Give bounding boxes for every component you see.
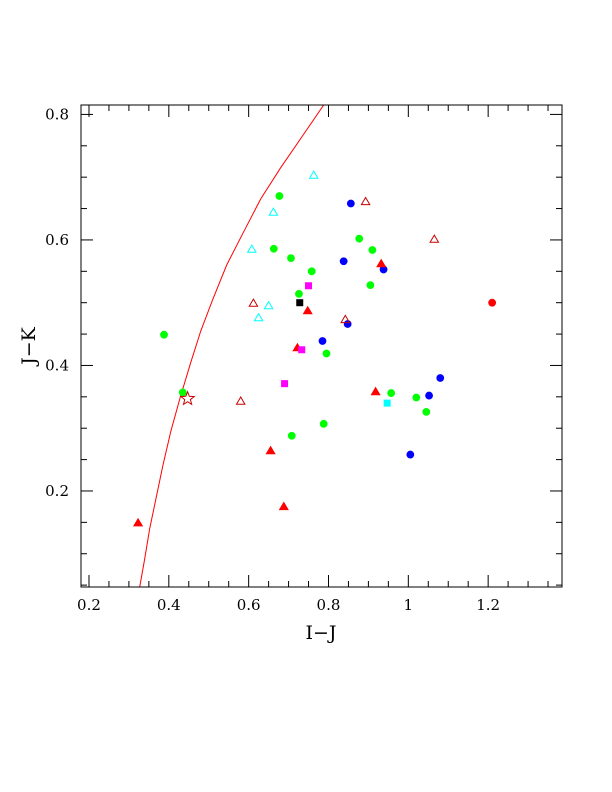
data-point-triangle <box>340 314 351 324</box>
data-point-triangle <box>246 244 257 253</box>
x-tick-label: 0.2 <box>77 596 101 614</box>
model-curve <box>139 105 325 587</box>
data-point-circle <box>425 391 433 400</box>
data-point-circle <box>322 349 331 358</box>
data-point-triangle <box>265 445 276 455</box>
data-point-circle <box>339 257 348 266</box>
data-point-triangle <box>263 300 274 310</box>
data-point-triangle <box>248 298 259 307</box>
plot-frame <box>80 104 563 588</box>
data-point-circle <box>488 298 497 307</box>
data-point-circle <box>346 199 355 208</box>
x-tick-label: 0.8 <box>317 596 341 614</box>
data-point-circle <box>275 192 284 200</box>
data-point-triangle <box>278 501 289 511</box>
data-point-circle <box>412 393 421 402</box>
data-point-triangle <box>235 396 246 405</box>
data-point-circle <box>368 246 377 254</box>
data-point-triangle <box>302 305 313 315</box>
data-point-circle <box>287 254 295 263</box>
data-point-star <box>179 390 196 406</box>
data-point-circle <box>178 388 187 397</box>
data-point-triangle <box>308 170 319 179</box>
data-point-circle <box>287 431 296 440</box>
data-point-circle <box>318 337 327 345</box>
data-point-square <box>305 282 313 290</box>
data-point-triangle <box>376 258 387 268</box>
data-point-circle <box>307 267 316 276</box>
data-point-triangle <box>360 196 371 206</box>
data-point-triangle <box>370 386 381 396</box>
x-tick-label: 0.4 <box>157 596 181 614</box>
data-point-square <box>296 299 304 307</box>
x-axis-title: I−J <box>305 622 336 644</box>
x-tick-label: 0.6 <box>237 596 261 614</box>
data-point-triangle <box>133 517 144 527</box>
data-point-triangle <box>253 312 264 322</box>
data-point-square <box>298 346 306 354</box>
data-point-circle <box>355 234 364 243</box>
y-tick-label: 0.2 <box>45 482 69 500</box>
y-axis-title: J−K <box>18 326 40 367</box>
y-tick-label: 0.4 <box>45 356 69 374</box>
data-point-circle <box>319 419 328 428</box>
data-point-circle <box>269 244 278 253</box>
y-tick-label: 0.8 <box>45 105 69 123</box>
data-point-circle <box>422 407 431 416</box>
data-point-square <box>383 399 391 407</box>
data-point-circle <box>406 450 415 459</box>
data-point-circle <box>343 320 352 328</box>
data-point-circle <box>366 281 375 290</box>
data-point-triangle <box>268 207 279 216</box>
data-point-square <box>281 380 289 388</box>
data-point-circle <box>436 374 445 382</box>
data-point-circle <box>160 330 168 339</box>
y-tick-label: 0.6 <box>45 231 69 249</box>
x-tick-label: 1 <box>404 596 414 614</box>
data-point-triangle <box>429 234 440 243</box>
data-point-circle <box>387 389 396 397</box>
x-tick-label: 1.2 <box>476 596 500 614</box>
data-point-circle <box>295 290 303 298</box>
